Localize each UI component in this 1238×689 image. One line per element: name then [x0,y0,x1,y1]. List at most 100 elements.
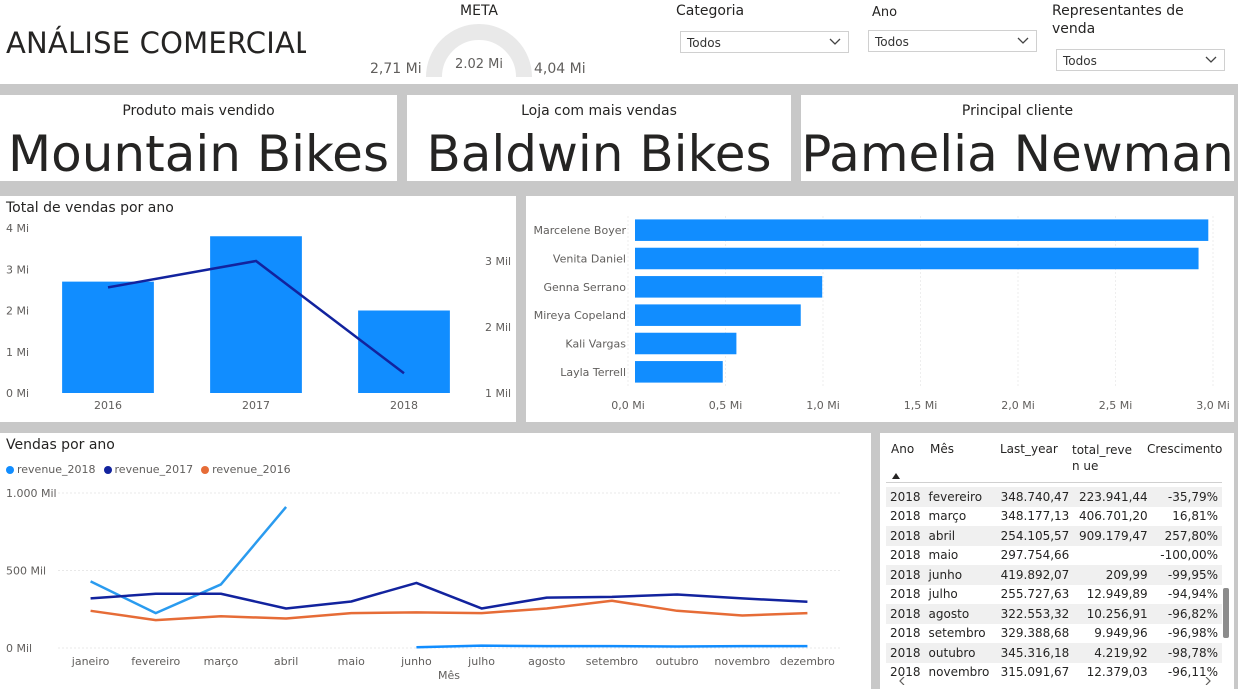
bar [358,310,450,393]
matrix-table[interactable]: Ano Mês Last_year total_reven ue Crescim… [880,433,1234,689]
combo-chart-svg: 0 Mi 1 Mi 2 Mi 3 Mi 4 Mi 1 Mil 2 Mil 3 Mil 2016 2… [6,222,511,412]
table-row[interactable]: 2018 novembro 315.091,67 12.379,03 -96,11% [886,663,1222,683]
table-cell: novembro [928,665,990,680]
y-tick-label: 500 Mil [6,565,46,578]
table-cell: 12.949,89 [1086,587,1148,602]
x-tick-label: 3,0 Mi [1196,399,1230,412]
y-tick-label: 3 Mi [6,263,29,276]
table-cell: 2018 [886,565,925,585]
card-produto: Produto mais vendido Mountain Bikes [0,95,397,183]
slicer-representantes-dropdown[interactable]: Todos [1056,49,1225,71]
table-cell: março [928,509,967,524]
y-tick-label: 0 Mil [6,642,32,655]
x-tick-label: fevereiro [131,655,180,668]
bar [635,361,723,383]
bar [635,276,823,298]
col-header-last-year[interactable]: Last_year [1000,442,1058,456]
table-cell: junho [924,565,996,585]
legend-label: revenue_2018 [17,463,96,476]
slicer-ano-dropdown[interactable]: Todos [868,30,1037,52]
table-row[interactable]: 2018 junho 419.892,07 209,99 -99,95% [886,565,1222,585]
bar [635,247,1199,270]
table-cell: 345.316,18 [995,643,1074,663]
x-tick-label: maio [338,655,366,668]
chart-representantes[interactable]: 0,0 Mi 0,5 Mi 1,0 Mi 1,5 Mi 2,0 Mi 2,5 Mi 3,0 … [526,196,1234,422]
table-row[interactable]: 2018 março 348.177,13 406.701,20 16,81% [886,507,1222,527]
line-series [416,644,808,649]
line-series [90,599,808,622]
table-cell: -96,11% [1167,665,1218,680]
y-tick-label: Genna Serrano [543,281,626,294]
chart-total-vendas[interactable]: Total de vendas por ano 0 Mi 1 Mi 2 Mi 3 Mi… [0,196,516,422]
line-chart-svg: 0 Mil 500 Mil 1.000 Mil janeiro fevereiro mar… [6,487,840,682]
slicer-representantes-value: Todos [1063,54,1097,68]
slicer-categoria-label: Categoria [676,3,745,19]
col-header-total-revenue[interactable]: total_reven ue [1072,443,1132,473]
table-cell: 254.105,57 [995,526,1074,546]
horizontal-scrollbar[interactable] [886,676,1222,686]
table-row[interactable]: 2018 fevereiro 348.740,47 223.941,44 -35,79% [886,487,1222,507]
bar [635,332,737,355]
table-cell: 348.177,13 [1000,509,1070,524]
table-cell: -98,78% [1151,643,1222,663]
legend-item[interactable]: revenue_2017 [103,463,194,476]
x-tick-label: 0,5 Mi [709,399,743,412]
y2-tick-label: 3 Mil [485,255,511,268]
x-axis-title: Mês [438,669,460,682]
x-tick-label: outubro [656,655,699,668]
table-row[interactable]: 2018 maio 297.754,66 -100,00% [886,546,1222,566]
x-tick-label: novembro [714,655,770,668]
card-value: Mountain Bikes [7,125,389,183]
x-tick-label: agosto [528,655,565,668]
scroll-right-icon[interactable] [1204,677,1212,685]
table-cell: 223.941,44 [1073,487,1152,507]
bar [635,304,801,326]
legend-item[interactable]: revenue_2018 [6,463,96,476]
slicer-categoria-value: Todos [687,36,721,50]
x-tick-label: abril [274,655,298,668]
meta-min: 2,71 Mi [370,61,422,77]
table-cell: 209,99 [1073,565,1152,585]
table-row[interactable]: 2018 outubro 345.316,18 4.219,92 -98,78% [886,643,1222,663]
table-cell: 257,80% [1151,526,1222,546]
slicer-categoria-dropdown[interactable]: Todos [680,31,849,53]
legend-item[interactable]: revenue_2016 [201,463,291,476]
table-cell: -96,82% [1151,604,1222,624]
table-row[interactable]: 2018 abril 254.105,57 909.179,47 257,80% [886,526,1222,546]
table-cell: 12.379,03 [1086,665,1148,680]
x-tick-label: 2017 [242,399,270,412]
slicer-representantes-label: Representantes de venda [1052,3,1184,37]
table-cell: 4.219,92 [1073,643,1152,663]
x-tick-label: 2018 [390,399,418,412]
table-cell: 348.740,47 [995,487,1074,507]
x-tick-label: setembro [586,655,639,668]
x-tick-label: março [204,655,239,668]
card-title: Loja com mais vendas [521,103,677,119]
legend-label: revenue_2016 [212,463,291,476]
chart-vendas-por-ano[interactable]: Vendas por ano revenue_2018 revenue_2017… [0,433,871,689]
legend-label: revenue_2017 [114,463,194,476]
card-value: Pamelia Newman [801,125,1234,183]
vertical-scrollbar[interactable] [1222,483,1230,679]
col-header-crescimento[interactable]: Crescimento [1147,442,1223,456]
col-header-mes[interactable]: Mês [930,442,954,456]
chevron-down-icon [1017,37,1029,44]
x-tick-label: janeiro [71,655,110,668]
table-row[interactable]: 2018 agosto 322.553,32 10.256,91 -96,82% [886,604,1222,624]
y-tick-label: 2 Mi [6,305,29,318]
table-row[interactable]: 2018 setembro 329.388,68 9.949,96 -96,98% [886,624,1222,644]
matrix-body: 2018 fevereiro 348.740,47 223.941,44 -35,79%… [886,487,1222,682]
col-header-ano[interactable]: Ano [891,442,915,456]
table-cell: setembro [928,626,986,641]
scroll-left-icon[interactable] [898,677,906,685]
slicer-ano-value: Todos [875,35,909,49]
table-cell: outubro [924,643,996,663]
table-cell: 329.388,68 [1000,626,1070,641]
table-cell: 2018 [890,548,921,563]
scrollbar-thumb[interactable] [1223,588,1229,638]
table-cell: maio [928,548,959,563]
chart-title: Total de vendas por ano [6,200,174,216]
table-row[interactable]: 2018 julho 255.727,63 12.949,89 -94,94% [886,585,1222,605]
table-cell: 406.701,20 [1078,509,1148,524]
slicer-ano-label: Ano [872,5,898,20]
